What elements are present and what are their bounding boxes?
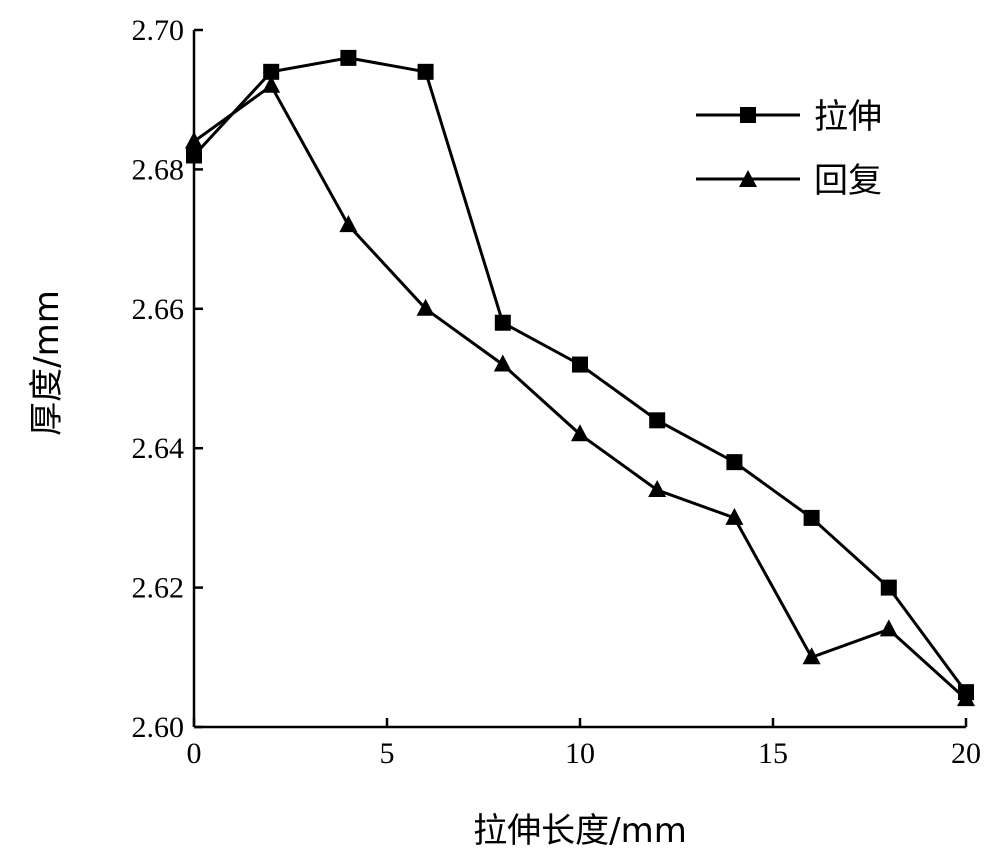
data-point-square bbox=[340, 49, 357, 66]
legend-marker-square bbox=[740, 107, 756, 123]
data-point-square bbox=[726, 454, 743, 471]
data-point-square bbox=[417, 63, 434, 80]
x-tick-label: 0 bbox=[187, 737, 202, 770]
data-point-triangle bbox=[802, 647, 821, 665]
y-tick-label: 2.68 bbox=[132, 153, 185, 186]
data-point-triangle bbox=[185, 131, 203, 149]
legend-item-stretch: 拉伸 bbox=[696, 97, 882, 137]
data-point-square bbox=[572, 356, 588, 373]
legend-item-recovery: 回复 bbox=[696, 161, 882, 201]
data-point-triangle bbox=[416, 298, 435, 316]
data-point-triangle bbox=[262, 75, 281, 93]
legend-label-stretch: 拉伸 bbox=[814, 97, 882, 137]
x-axis-title: 拉伸长度/mm bbox=[473, 811, 687, 851]
data-point-square bbox=[186, 147, 202, 164]
x-tick-label: 10 bbox=[565, 737, 595, 770]
data-point-triangle bbox=[571, 424, 589, 442]
data-point-triangle bbox=[493, 354, 512, 372]
x-tick-label: 15 bbox=[758, 737, 788, 770]
x-tick-label: 20 bbox=[951, 737, 981, 770]
series-recovery bbox=[185, 75, 975, 707]
data-point-square bbox=[263, 63, 280, 80]
y-tick-label: 2.66 bbox=[132, 293, 185, 326]
legend-marker-triangle bbox=[739, 170, 757, 187]
y-tick-label: 2.62 bbox=[132, 572, 185, 605]
data-point-triangle bbox=[648, 480, 667, 498]
data-point-square bbox=[494, 314, 511, 331]
data-point-triangle bbox=[725, 507, 744, 525]
data-point-triangle bbox=[879, 619, 898, 637]
data-point-square bbox=[880, 579, 897, 596]
data-point-triangle bbox=[957, 689, 975, 707]
y-tick-label: 2.64 bbox=[132, 432, 185, 465]
legend: 拉伸 回复 bbox=[696, 97, 882, 201]
series-layer bbox=[185, 49, 975, 707]
data-point-triangle bbox=[339, 215, 358, 233]
y-axis-title: 厚度/mm bbox=[27, 290, 67, 436]
data-point-square bbox=[649, 412, 666, 429]
ticks: 0 5 10 15 20 2.60 2.62 2.64 2.66 2.68 2.70 bbox=[132, 14, 982, 770]
y-tick-label: 2.60 bbox=[132, 711, 185, 744]
x-tick-label: 5 bbox=[380, 737, 395, 770]
y-tick-label: 2.70 bbox=[132, 14, 185, 47]
data-point-square bbox=[803, 509, 820, 526]
legend-label-recovery: 回复 bbox=[814, 161, 882, 201]
